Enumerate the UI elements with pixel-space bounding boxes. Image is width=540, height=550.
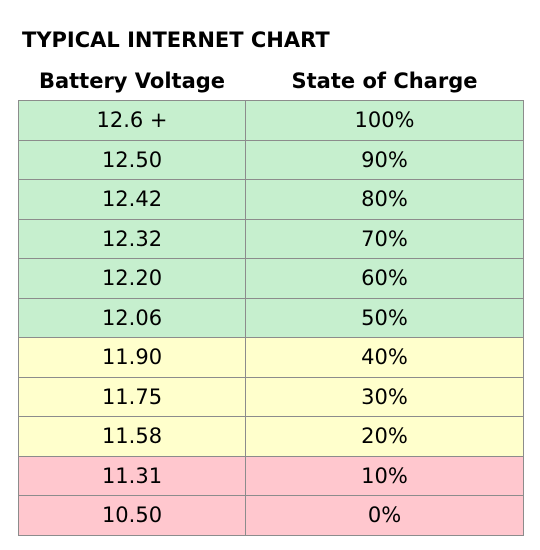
table-row: 11.75 30% bbox=[18, 376, 524, 417]
header-row: Battery Voltage State of Charge bbox=[19, 62, 524, 101]
table-cell: 20% bbox=[245, 416, 524, 457]
header-cell: State of Charge bbox=[291, 69, 478, 93]
table-cell: 11.31 bbox=[18, 455, 246, 496]
table-cell: 10.50 bbox=[18, 495, 246, 536]
table-cell: 12.20 bbox=[18, 258, 246, 299]
table-body: 12.6 +100% 12.50 90% 12.42 80% 12.32 70% 12.20 6… bbox=[18, 100, 524, 536]
table-cell: 100% bbox=[245, 100, 524, 141]
title: TYPICAL INTERNET CHART bbox=[22, 28, 330, 52]
table-cell: 70% bbox=[245, 218, 524, 259]
table-cell: 11.90 bbox=[18, 337, 246, 378]
table-row: 11.90 40% bbox=[18, 337, 524, 378]
table-row: 11.58 20% bbox=[18, 416, 524, 457]
table-row: 12.20 60% bbox=[18, 258, 524, 299]
table-cell: 12.50 bbox=[18, 139, 246, 180]
table-cell: 80% bbox=[245, 179, 524, 220]
table-cell: 11.75 bbox=[18, 376, 246, 417]
table-cell: 50% bbox=[245, 297, 524, 338]
table-cell: 0% bbox=[245, 495, 524, 536]
table-row: 10.50 0% bbox=[18, 495, 524, 536]
table-cell: 60% bbox=[245, 258, 524, 299]
table-row: 12.32 70% bbox=[18, 218, 524, 259]
table-row: 11.31 10% bbox=[18, 455, 524, 496]
table-row: 12.06 50% bbox=[18, 297, 524, 338]
header-cell: Battery Voltage bbox=[38, 69, 226, 93]
table-cell: 12.42 bbox=[18, 179, 246, 220]
table-row: 12.6 +100% bbox=[18, 100, 524, 141]
table-cell: 90% bbox=[245, 139, 524, 180]
table-row: 12.50 90% bbox=[18, 139, 524, 180]
table-cell: 10% bbox=[245, 455, 524, 496]
table-cell: 12.6 + bbox=[18, 100, 246, 141]
table-cell: 40% bbox=[245, 337, 524, 378]
voltage-table: Battery Voltage State of Charge 12.6 +10… bbox=[18, 62, 524, 536]
table-cell: 11.58 bbox=[18, 416, 246, 457]
table-row: 12.42 80% bbox=[18, 179, 524, 220]
table-cell: 12.32 bbox=[18, 218, 246, 259]
table-cell: 12.06 bbox=[18, 297, 246, 338]
table-cell: 30% bbox=[245, 376, 524, 417]
